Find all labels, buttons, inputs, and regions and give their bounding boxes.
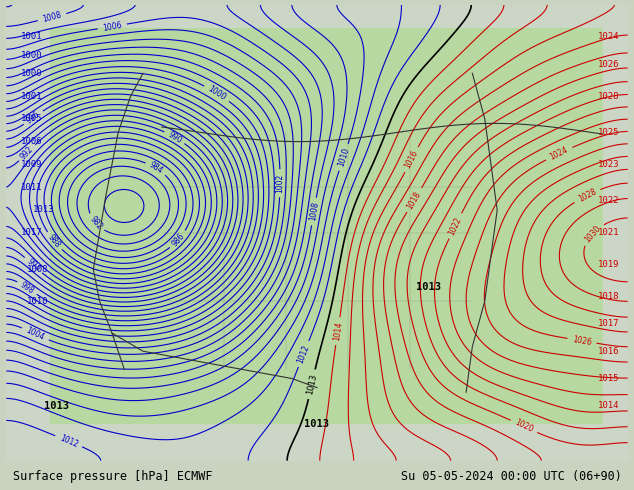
Text: 982: 982 bbox=[87, 215, 104, 231]
Text: 1012: 1012 bbox=[58, 433, 79, 449]
Text: 1002: 1002 bbox=[275, 173, 285, 193]
Text: 1000: 1000 bbox=[206, 84, 228, 102]
Text: 992: 992 bbox=[19, 145, 36, 161]
Text: 1026: 1026 bbox=[572, 335, 592, 347]
Text: 1023: 1023 bbox=[598, 160, 620, 169]
Text: 1028: 1028 bbox=[576, 187, 598, 204]
Text: 1019: 1019 bbox=[598, 260, 620, 269]
Text: 984: 984 bbox=[148, 161, 164, 176]
Text: 988: 988 bbox=[46, 233, 62, 249]
Text: 1012: 1012 bbox=[296, 343, 311, 365]
Text: 1000: 1000 bbox=[20, 69, 42, 78]
Text: 1006: 1006 bbox=[20, 137, 42, 146]
Text: 1016: 1016 bbox=[403, 149, 420, 170]
Text: 1013: 1013 bbox=[304, 419, 330, 429]
Text: 1022: 1022 bbox=[447, 215, 463, 237]
Text: 1013: 1013 bbox=[305, 373, 318, 395]
Text: 1014: 1014 bbox=[598, 401, 620, 411]
Text: 1013: 1013 bbox=[44, 401, 68, 411]
Text: 1017: 1017 bbox=[598, 319, 620, 328]
Text: 1016: 1016 bbox=[598, 347, 620, 356]
Text: 1010: 1010 bbox=[27, 296, 48, 306]
Text: 1024: 1024 bbox=[548, 145, 570, 162]
Text: 1001: 1001 bbox=[20, 92, 42, 100]
Text: 1005: 1005 bbox=[20, 114, 42, 123]
Text: 1013: 1013 bbox=[417, 282, 441, 293]
Text: 996: 996 bbox=[25, 110, 42, 125]
Text: 1028: 1028 bbox=[598, 92, 620, 100]
Text: 998: 998 bbox=[18, 280, 36, 295]
Text: 1013: 1013 bbox=[33, 205, 55, 215]
Text: 1000: 1000 bbox=[20, 50, 42, 59]
Text: 1030: 1030 bbox=[583, 223, 602, 244]
Text: 1008: 1008 bbox=[42, 10, 63, 24]
Text: 1004: 1004 bbox=[25, 326, 46, 343]
Text: 1018: 1018 bbox=[406, 190, 423, 211]
Text: 1010: 1010 bbox=[337, 147, 351, 168]
Text: 1011: 1011 bbox=[20, 183, 42, 192]
Text: 1017: 1017 bbox=[20, 228, 42, 237]
Text: 1001: 1001 bbox=[20, 32, 42, 41]
Text: 1009: 1009 bbox=[20, 160, 42, 169]
Text: 1008: 1008 bbox=[308, 201, 320, 222]
Text: 1024: 1024 bbox=[598, 32, 620, 41]
Text: 990: 990 bbox=[166, 130, 183, 145]
Text: 1026: 1026 bbox=[598, 60, 620, 69]
Text: 1025: 1025 bbox=[598, 128, 620, 137]
Text: 1021: 1021 bbox=[598, 228, 620, 237]
Text: 1018: 1018 bbox=[598, 292, 620, 301]
Text: 1020: 1020 bbox=[513, 418, 534, 435]
Text: Surface pressure [hPa] ECMWF: Surface pressure [hPa] ECMWF bbox=[13, 470, 212, 483]
Text: Su 05-05-2024 00:00 UTC (06+90): Su 05-05-2024 00:00 UTC (06+90) bbox=[401, 470, 621, 483]
Text: 1006: 1006 bbox=[102, 21, 122, 32]
Text: 1015: 1015 bbox=[598, 374, 620, 383]
Text: 994: 994 bbox=[25, 257, 42, 273]
Text: 1008: 1008 bbox=[27, 265, 48, 274]
Text: 1014: 1014 bbox=[332, 321, 344, 341]
Text: 1022: 1022 bbox=[598, 196, 620, 205]
Text: 986: 986 bbox=[170, 231, 186, 248]
